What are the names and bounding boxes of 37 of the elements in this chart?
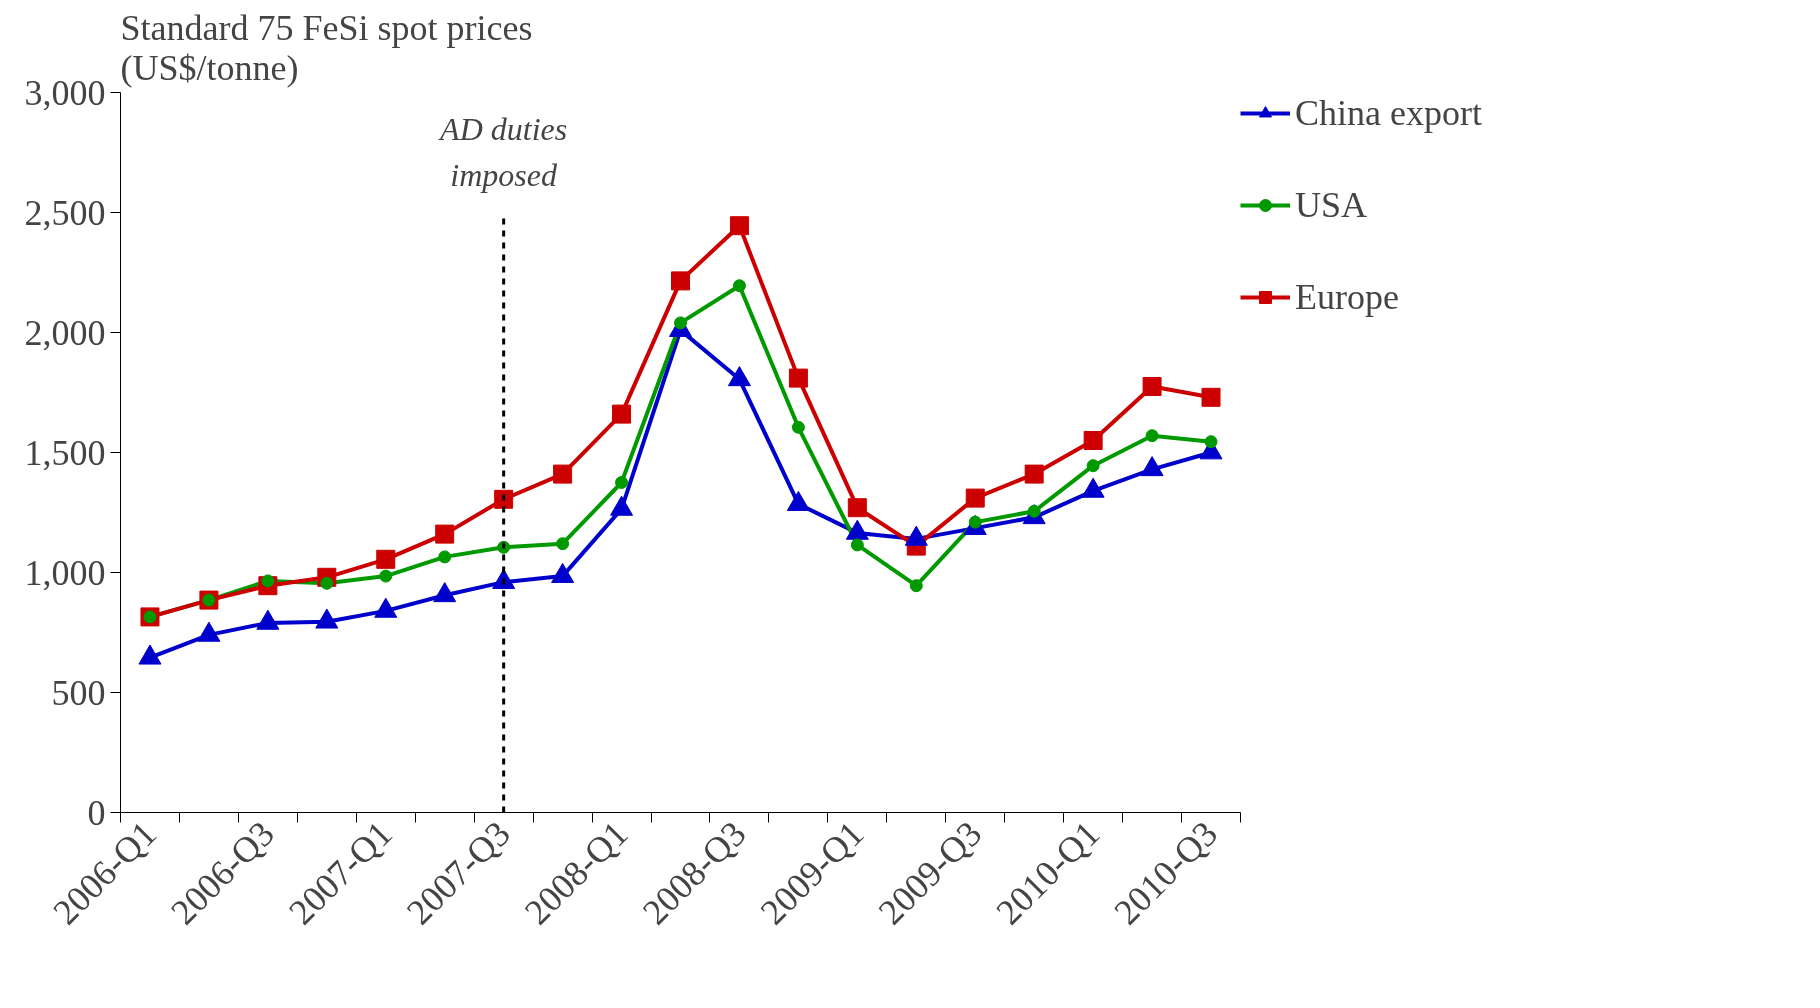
legend-label: Europe <box>1295 276 1399 318</box>
point <box>1142 377 1162 396</box>
legend-label: USA <box>1295 184 1368 226</box>
y-tick-label: 2,000 <box>24 312 106 353</box>
y-tick-label: 2,500 <box>24 192 106 233</box>
point <box>791 420 805 434</box>
legend-label: China export <box>1295 92 1482 134</box>
point <box>965 488 985 508</box>
point <box>729 216 749 236</box>
point <box>1024 464 1044 484</box>
ref-line-label: AD duties imposed <box>438 110 568 194</box>
point <box>909 579 923 593</box>
point <box>1145 429 1159 443</box>
point <box>438 550 452 564</box>
point <box>671 271 690 291</box>
point <box>435 524 455 544</box>
y-tick-label: 1,500 <box>24 432 106 473</box>
point <box>1083 431 1103 450</box>
y-tick-label: 1,000 <box>24 552 106 593</box>
point <box>732 279 746 293</box>
y-tick-label: 3,000 <box>24 72 106 113</box>
point <box>847 498 867 518</box>
y-tick-label: 0 <box>87 792 106 833</box>
point <box>850 538 864 552</box>
point <box>788 368 808 388</box>
point <box>494 489 514 509</box>
point <box>1204 435 1218 449</box>
chart-title: Standard 75 FeSi spot prices (US$/tonne) <box>120 7 533 88</box>
point <box>612 404 632 424</box>
point <box>379 569 393 583</box>
point <box>376 549 396 569</box>
point <box>615 476 629 489</box>
point <box>556 537 570 551</box>
point <box>1086 459 1100 473</box>
point <box>1201 387 1221 407</box>
point <box>553 464 573 484</box>
y-tick-label: 500 <box>51 672 106 713</box>
